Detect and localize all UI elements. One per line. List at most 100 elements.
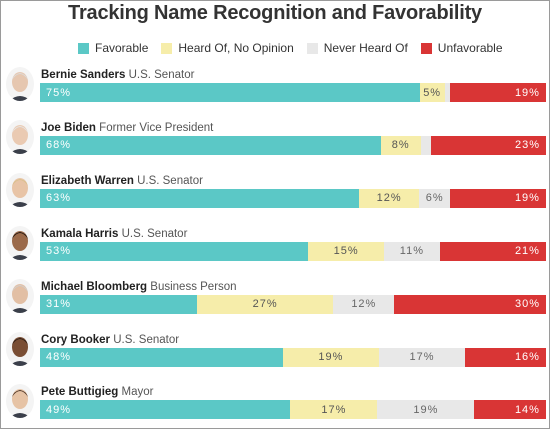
chart-title: Tracking Name Recognition and Favorabili… <box>68 2 482 24</box>
stacked-bar: 53% 15% 11% 21% <box>40 241 546 261</box>
bar-segment-never-heard-of: 11% <box>384 241 440 261</box>
candidate-role: Former Vice President <box>99 121 214 134</box>
bar-segment-never-heard-of <box>420 135 431 155</box>
bar-segment-unfavorable: 19% <box>449 188 546 208</box>
row-kamala-harris: Kamala Harris U.S. Senator 53% 15% 11% 21% <box>0 225 550 278</box>
avatar <box>6 119 34 154</box>
data-label: 12% <box>376 192 402 205</box>
legend-item-heard-of-no-opinion: Heard Of, No Opinion <box>161 41 294 55</box>
bar-segment-heard-of-no-opinion: 5% <box>419 83 445 102</box>
candidate-role: U.S. Senator <box>128 69 195 81</box>
bar-segment-heard-of-no-opinion: 15% <box>308 241 385 261</box>
data-label: 19% <box>514 192 540 205</box>
candidate-role: U.S. Senator <box>137 174 203 187</box>
bar-segment-heard-of-no-opinion: 8% <box>380 135 421 155</box>
bar-segment-never-heard-of: 12% <box>333 294 395 314</box>
legend-label: Unfavorable <box>437 41 503 55</box>
row-michael-bloomberg: Michael Bloomberg Business Person 31% 27% 1… <box>0 278 550 331</box>
row-cory-booker: Cory Booker U.S. Senator 48% 19% 17% 16% <box>0 331 550 384</box>
bar-segment-favorable: 49% <box>40 400 291 420</box>
candidate-role: Business Person <box>150 280 237 293</box>
data-label: 8% <box>391 139 410 152</box>
bar-segment-favorable: 31% <box>40 294 197 314</box>
legend-item-favorable: Favorable <box>78 41 148 55</box>
avatar <box>6 67 34 101</box>
legend-swatch-never-heard-of <box>306 42 318 54</box>
stacked-bar: 49% 17% 19% 14% <box>40 400 546 420</box>
bar-segment-unfavorable: 16% <box>465 347 546 367</box>
bar-segment-favorable: 68% <box>40 135 381 155</box>
data-label: 19% <box>413 403 439 416</box>
stacked-bar: 75% 5% 19% <box>40 83 546 102</box>
data-label: 31% <box>46 298 72 311</box>
bar-segment-unfavorable: 21% <box>439 241 546 261</box>
legend: Favorable Heard Of, No Opinion Never Heard… <box>78 41 516 55</box>
data-label: 11% <box>399 245 424 258</box>
avatar <box>6 278 34 313</box>
data-label: 17% <box>321 403 347 416</box>
data-label: 16% <box>514 351 540 363</box>
avatar <box>6 225 34 260</box>
row-elizabeth-warren: Elizabeth Warren U.S. Senator 63% 12% 6% 19% <box>0 172 550 225</box>
data-label: 12% <box>351 298 377 311</box>
candidate-name: Joe Biden <box>41 121 96 134</box>
candidate-name: Bernie Sanders <box>41 69 126 81</box>
bar-segment-never-heard-of: 6% <box>419 188 450 208</box>
legend-label: Favorable <box>95 41 149 55</box>
bar-segment-heard-of-no-opinion: 27% <box>196 294 334 314</box>
legend-label: Heard Of, No Opinion <box>178 41 294 55</box>
candidate-name: Cory Booker <box>41 333 111 346</box>
bar-segment-unfavorable: 19% <box>449 83 546 102</box>
data-label: 30% <box>514 298 540 311</box>
data-label: 6% <box>425 192 444 205</box>
bar-segment-favorable: 53% <box>40 241 309 261</box>
legend-swatch-heard-of-no-opinion <box>161 42 173 54</box>
row-label: Michael Bloomberg Business Person <box>41 281 237 293</box>
candidate-name: Pete Buttigieg <box>41 386 119 399</box>
data-label: 53% <box>46 245 72 258</box>
bar-segment-heard-of-no-opinion: 12% <box>358 188 420 208</box>
row-label: Joe Biden Former Vice President <box>41 122 213 134</box>
legend-label: Never Heard Of <box>323 41 408 55</box>
candidate-name: Kamala Harris <box>41 227 119 240</box>
legend-swatch-favorable <box>78 42 89 54</box>
legend-swatch-unfavorable <box>420 42 432 54</box>
candidate-role: Mayor <box>121 386 154 399</box>
bar-segment-heard-of-no-opinion: 19% <box>282 347 379 367</box>
avatar <box>6 384 34 419</box>
avatar <box>6 331 34 366</box>
data-label: 63% <box>46 192 72 205</box>
stacked-bar: 31% 27% 12% 30% <box>40 294 546 314</box>
data-label: 5% <box>423 86 442 99</box>
legend-item-never-heard-of: Never Heard Of <box>306 41 408 55</box>
row-joe-biden: Joe Biden Former Vice President 68% 8% 23% <box>0 119 550 172</box>
legend-item-unfavorable: Unfavorable <box>420 41 503 55</box>
row-label: Bernie Sanders U.S. Senator <box>41 69 194 81</box>
bar-segment-never-heard-of: 19% <box>377 400 475 420</box>
avatar <box>6 172 34 207</box>
bar-segment-favorable: 48% <box>40 347 283 367</box>
bar-segment-unfavorable: 30% <box>394 294 546 314</box>
row-pete-buttigieg: Pete Buttigieg Mayor 49% 17% 19% 14% <box>0 384 550 436</box>
bar-segment-unfavorable: 23% <box>430 135 546 155</box>
data-label: 19% <box>514 86 540 99</box>
stacked-bar: 48% 19% 17% 16% <box>40 347 546 367</box>
data-label: 19% <box>318 351 344 363</box>
row-label: Kamala Harris U.S. Senator <box>41 228 187 240</box>
bar-segment-favorable: 75% <box>40 83 420 102</box>
data-label: 27% <box>252 298 278 311</box>
data-label: 49% <box>46 403 72 416</box>
candidate-role: U.S. Senator <box>121 227 188 240</box>
data-label: 23% <box>514 139 540 152</box>
candidate-name: Elizabeth Warren <box>41 174 134 187</box>
candidate-role: U.S. Senator <box>113 333 180 346</box>
bar-segment-favorable: 63% <box>40 188 359 208</box>
bar-segment-never-heard-of <box>444 83 450 102</box>
row-label: Cory Booker U.S. Senator <box>41 334 179 346</box>
data-label: 48% <box>46 351 72 363</box>
bar-segment-heard-of-no-opinion: 17% <box>290 400 378 420</box>
stacked-bar: 68% 8% 23% <box>40 135 546 155</box>
row-label: Pete Buttigieg Mayor <box>41 386 153 398</box>
data-label: 68% <box>46 139 72 152</box>
row-label: Elizabeth Warren U.S. Senator <box>41 175 203 187</box>
